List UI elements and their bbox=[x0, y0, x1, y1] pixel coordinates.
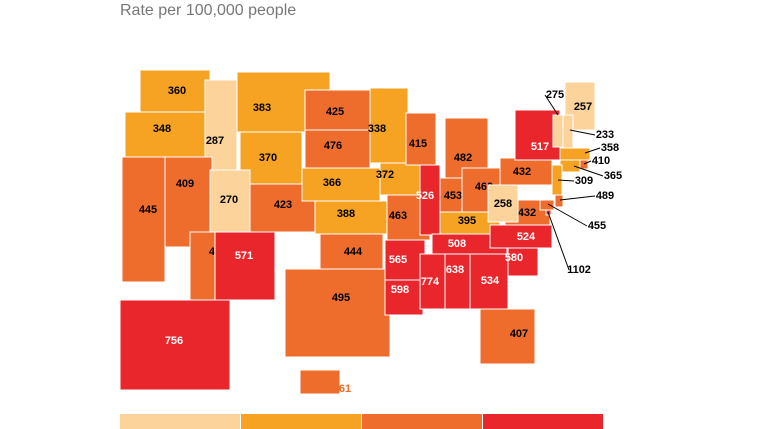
region-label: 1102 bbox=[567, 264, 591, 276]
region-label: 571 bbox=[235, 250, 253, 262]
region bbox=[479, 308, 536, 365]
region bbox=[507, 247, 539, 277]
region-label: 309 bbox=[575, 175, 593, 187]
region bbox=[487, 184, 519, 223]
region-label: 388 bbox=[337, 208, 355, 220]
region-label: 517 bbox=[531, 141, 549, 153]
region bbox=[304, 129, 371, 169]
region-label: 257 bbox=[574, 101, 592, 113]
region bbox=[559, 159, 581, 173]
leader-line bbox=[573, 165, 604, 177]
region-label: 453 bbox=[444, 190, 462, 202]
region-label: 423 bbox=[274, 199, 292, 211]
region-label: 432 bbox=[518, 207, 536, 219]
region-label: 444 bbox=[344, 246, 363, 258]
region bbox=[139, 69, 211, 113]
leader-line bbox=[559, 195, 596, 201]
region bbox=[299, 369, 341, 395]
region-label: 489 bbox=[596, 190, 614, 202]
leader-line bbox=[557, 179, 575, 182]
region-label: 638 bbox=[446, 264, 464, 276]
leader-line bbox=[544, 94, 559, 116]
region-label: 565 bbox=[389, 254, 407, 266]
region-label: 366 bbox=[323, 177, 341, 189]
legend-swatch bbox=[362, 414, 482, 429]
region-label: 756 bbox=[165, 335, 183, 347]
region-label: 233 bbox=[596, 129, 614, 141]
region bbox=[314, 200, 388, 235]
region bbox=[284, 268, 391, 358]
region bbox=[384, 239, 426, 281]
region-label: 360 bbox=[168, 85, 186, 97]
region bbox=[121, 156, 166, 283]
region-label: 463 bbox=[389, 210, 407, 222]
region bbox=[319, 233, 384, 270]
region bbox=[405, 112, 437, 166]
region bbox=[579, 159, 589, 170]
leader-line bbox=[584, 147, 601, 154]
region-label: 383 bbox=[253, 102, 271, 114]
region-label: 508 bbox=[448, 238, 466, 250]
region bbox=[552, 114, 564, 148]
region-label: 476 bbox=[324, 140, 342, 152]
region bbox=[562, 114, 574, 151]
region-label: 774 bbox=[421, 276, 440, 288]
region bbox=[124, 111, 208, 158]
region-label: 270 bbox=[220, 194, 238, 206]
leader-line bbox=[547, 203, 588, 227]
region-label: 495 bbox=[332, 292, 350, 304]
region-label: 407 bbox=[510, 328, 528, 340]
region-label: 365 bbox=[604, 170, 622, 182]
legend-swatch bbox=[241, 414, 361, 429]
region-label: 526 bbox=[416, 190, 434, 202]
region bbox=[119, 299, 231, 391]
region bbox=[444, 253, 471, 310]
region-label: 524 bbox=[517, 231, 536, 243]
region-label: 395 bbox=[458, 215, 476, 227]
region bbox=[214, 231, 276, 301]
region-label: 580 bbox=[505, 252, 523, 264]
region-label: 461 bbox=[333, 383, 351, 395]
region-label: 372 bbox=[376, 169, 394, 181]
region bbox=[369, 87, 409, 164]
region-label: 445 bbox=[139, 204, 157, 216]
region-label: 409 bbox=[176, 178, 194, 190]
region-label: 275 bbox=[546, 89, 564, 101]
region-label: 425 bbox=[326, 106, 344, 118]
region-label: 338 bbox=[368, 123, 386, 135]
map-title: Rate per 100,000 people bbox=[120, 2, 296, 19]
region-label: 410 bbox=[592, 155, 610, 167]
region bbox=[559, 147, 591, 161]
legend-swatch bbox=[483, 414, 603, 429]
region-label: 415 bbox=[409, 138, 427, 150]
region-label: 455 bbox=[588, 220, 606, 232]
region-label: 358 bbox=[601, 142, 619, 154]
region-label: 370 bbox=[259, 152, 277, 164]
leader-line bbox=[547, 211, 570, 271]
region bbox=[419, 253, 446, 310]
region-label: 598 bbox=[391, 284, 409, 296]
region-label: 482 bbox=[454, 152, 472, 164]
region-label: 287 bbox=[206, 135, 224, 147]
leader-line bbox=[569, 129, 596, 136]
region bbox=[539, 199, 555, 211]
legend-swatch bbox=[120, 414, 240, 429]
leader-line bbox=[583, 160, 592, 165]
region-label: 534 bbox=[481, 275, 500, 287]
region-label: 258 bbox=[494, 198, 512, 210]
region-label: 348 bbox=[153, 123, 171, 135]
region-label: 432 bbox=[513, 166, 531, 178]
region bbox=[554, 194, 564, 208]
region bbox=[384, 279, 424, 316]
region bbox=[301, 167, 381, 202]
